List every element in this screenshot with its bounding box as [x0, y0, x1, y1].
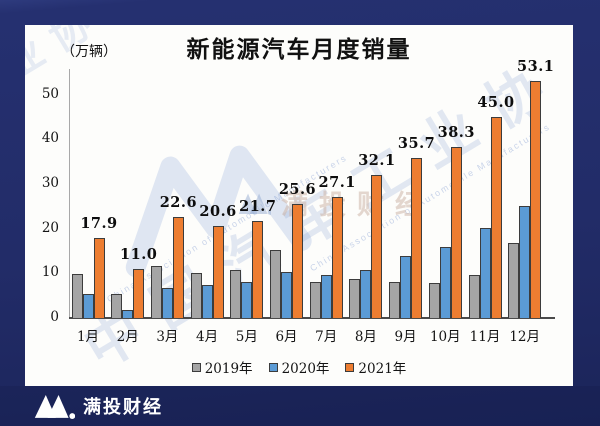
x-axis-label-2月: 2月	[116, 329, 139, 345]
legend-swatch-2020年	[268, 362, 278, 372]
y-tick-label: 20	[41, 219, 59, 236]
bar-2020年-1月	[82, 294, 94, 318]
legend-swatch-2021年	[345, 362, 355, 372]
x-axis-label-4月: 4月	[196, 329, 219, 345]
x-axis-label-7月: 7月	[315, 329, 338, 345]
legend-swatch-2019年	[191, 362, 201, 372]
footer-bar: 满投财经	[0, 386, 600, 426]
legend-item-2021年: 2021年	[345, 357, 406, 377]
x-axis-label-9月: 9月	[394, 329, 417, 345]
bar-2021年-8月	[371, 175, 383, 318]
bar-2019年-12月	[508, 243, 520, 318]
value-label-3月: 22.6	[159, 194, 198, 211]
bar-2021年-7月	[331, 197, 343, 318]
bar-2020年-7月	[320, 275, 332, 318]
bar-2021年-3月	[172, 217, 184, 318]
value-label-9月: 35.7	[397, 135, 436, 152]
legend-label-2021年: 2021年	[358, 361, 407, 377]
bar-2019年-4月	[190, 273, 202, 318]
bar-2020年-9月	[400, 256, 412, 318]
bar-2019年-3月	[150, 266, 162, 318]
legend: 2019年 2020年 2021年	[25, 357, 573, 377]
legend-label-2019年: 2019年	[204, 361, 253, 377]
y-axis-unit-label: （万辆）	[61, 44, 117, 60]
bar-2021年-12月	[530, 81, 542, 318]
value-label-10月: 38.3	[437, 124, 475, 141]
value-label-1月: 17.9	[80, 215, 118, 232]
bar-2020年-2月	[122, 310, 134, 318]
bar-2021年-1月	[93, 238, 105, 318]
bar-2019年-6月	[270, 250, 281, 318]
bar-2019年-8月	[349, 279, 361, 318]
value-label-8月: 32.1	[358, 152, 396, 169]
y-tick-label: 0	[50, 309, 59, 325]
bar-2019年-11月	[468, 275, 480, 318]
value-label-5月: 21.7	[239, 198, 277, 215]
bar-2019年-2月	[111, 294, 123, 318]
x-axis-label-3月: 3月	[156, 329, 179, 345]
bar-2019年-1月	[71, 274, 83, 318]
x-axis-label-1月: 1月	[76, 329, 100, 345]
y-tick-label: 50	[41, 85, 59, 102]
bar-2021年-4月	[212, 226, 224, 318]
x-axis-label-6月: 6月	[275, 329, 298, 345]
value-label-11月: 45.0	[477, 94, 515, 111]
legend-item-2019年: 2019年	[191, 357, 253, 377]
y-axis-line	[69, 69, 70, 318]
y-tick-label: 30	[41, 174, 59, 191]
bar-2020年-6月	[281, 272, 292, 318]
bar-2020年-10月	[439, 247, 451, 318]
bar-2020年-4月	[201, 285, 213, 318]
x-axis-label-12月: 12月	[509, 329, 541, 345]
bar-2021年-11月	[490, 117, 502, 318]
bar-2021年-5月	[252, 221, 264, 318]
value-label-12月: 53.1	[517, 58, 555, 75]
x-axis-line	[69, 317, 555, 319]
y-tick-label: 10	[41, 264, 59, 281]
legend-item-2020年: 2020年	[268, 357, 330, 377]
brand-name: 满投财经	[83, 397, 163, 417]
legend-label-2020年: 2020年	[281, 361, 330, 377]
bar-2021年-10月	[450, 147, 462, 318]
value-label-7月: 27.1	[318, 174, 356, 191]
chart-title: 新能源汽车月度销量	[186, 36, 412, 63]
x-axis-label-10月: 10月	[429, 329, 461, 345]
mantou-finance-logo-icon	[34, 395, 75, 419]
x-axis-label-11月: 11月	[469, 329, 501, 345]
x-axis-label-8月: 8月	[354, 329, 377, 345]
bar-2021年-2月	[133, 269, 145, 318]
bar-2020年-11月	[479, 228, 491, 318]
bar-2021年-6月	[292, 204, 303, 318]
bar-2020年-5月	[241, 282, 253, 318]
y-tick-label: 40	[41, 130, 59, 147]
value-label-4月: 20.6	[199, 203, 237, 220]
bar-2019年-10月	[428, 283, 440, 318]
plot-area: 0 10 20 30 40 50 17.9 1月 11.0 2月 22.6 3月 20.6 4月 21.7 5…	[25, 25, 573, 386]
bar-2019年-5月	[230, 270, 242, 318]
bar-2020年-8月	[360, 270, 372, 318]
value-label-6月: 25.6	[278, 181, 317, 198]
x-axis-label-5月: 5月	[235, 329, 258, 345]
bar-2020年-12月	[519, 206, 531, 318]
bar-2021年-9月	[411, 158, 423, 318]
bar-2019年-9月	[389, 282, 401, 318]
value-label-2月: 11.0	[120, 246, 158, 263]
bar-2020年-3月	[161, 288, 173, 318]
chart-card: 业协 China Association of Automobile Manuf…	[25, 25, 573, 386]
bar-2019年-7月	[309, 282, 321, 318]
